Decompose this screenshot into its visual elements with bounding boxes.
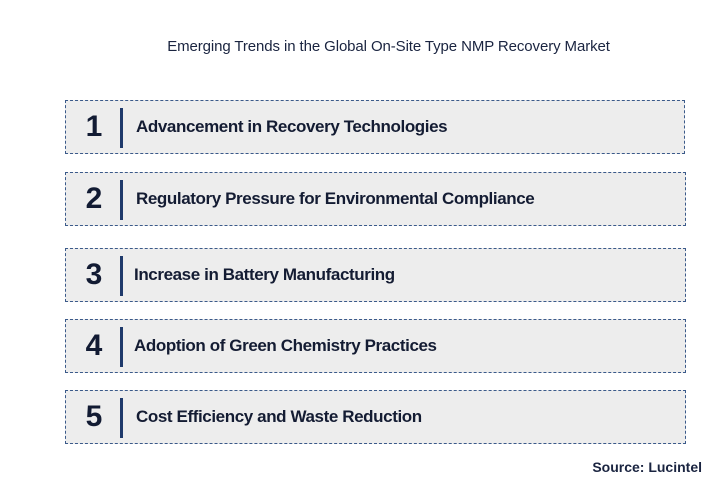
trend-row-3: 3 Increase in Battery Manufacturing	[65, 248, 686, 302]
trend-row-2: 2 Regulatory Pressure for Environmental …	[65, 172, 686, 226]
trend-row-4: 4 Adoption of Green Chemistry Practices	[65, 319, 686, 373]
trend-divider	[120, 256, 123, 296]
trend-row-5: 5 Cost Efficiency and Waste Reduction	[65, 390, 686, 444]
trend-row-1: 1 Advancement in Recovery Technologies	[65, 100, 685, 154]
trend-number: 3	[85, 258, 103, 291]
trend-label: Regulatory Pressure for Environmental Co…	[136, 189, 535, 208]
diagram-title: Emerging Trends in the Global On-Site Ty…	[167, 38, 610, 55]
source-credit: Source: Lucintel	[592, 459, 702, 475]
trend-divider	[120, 180, 123, 220]
trend-number: 4	[85, 329, 103, 362]
trend-label: Advancement in Recovery Technologies	[136, 117, 448, 136]
trend-label: Adoption of Green Chemistry Practices	[134, 336, 437, 355]
trend-number: 1	[85, 110, 103, 143]
trend-divider	[120, 108, 123, 148]
trend-number: 5	[85, 400, 103, 433]
trend-number: 2	[85, 182, 103, 215]
trend-label: Increase in Battery Manufacturing	[134, 265, 395, 284]
trend-divider	[120, 398, 123, 438]
trend-divider	[120, 327, 123, 367]
trend-label: Cost Efficiency and Waste Reduction	[136, 407, 422, 426]
